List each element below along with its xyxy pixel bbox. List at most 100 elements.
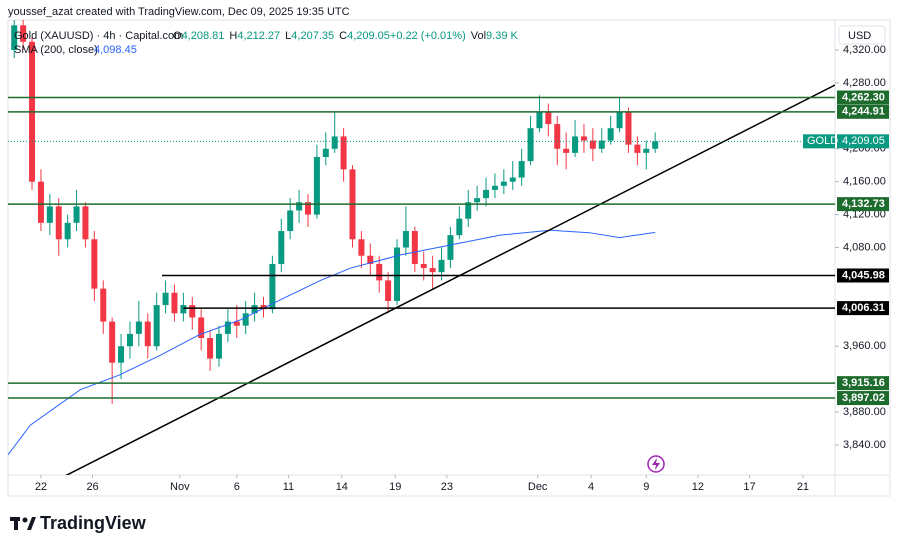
candle-body	[260, 305, 267, 310]
candle-body	[394, 247, 401, 301]
candle-body	[73, 206, 80, 223]
candle-body	[304, 202, 311, 215]
sma-value: 4,098.45	[94, 44, 137, 56]
x-tick-label: 21	[797, 481, 809, 493]
currency-box[interactable]	[838, 25, 886, 45]
symbol-box	[803, 134, 835, 149]
x-tick-label: 14	[336, 481, 348, 493]
candle-body	[207, 338, 214, 359]
legend-symbol: Gold (XAUUSD) · 4h · Capital.com	[14, 30, 183, 42]
x-tick-label: 23	[441, 481, 453, 493]
y-tick-label: 4,320.00	[843, 44, 886, 56]
trend-line	[65, 84, 835, 475]
level-label-box	[837, 376, 889, 391]
y-tick-label: 4,120.00	[843, 208, 886, 220]
candle-body	[447, 235, 454, 260]
candle-body	[367, 255, 374, 264]
y-tick-label: 3,880.00	[843, 406, 886, 418]
x-tick-label: 9	[643, 481, 649, 493]
x-tick-label: Dec	[528, 481, 548, 493]
y-tick-label: 3,960.00	[843, 340, 886, 352]
x-tick-label: 12	[692, 481, 704, 493]
candle-body	[46, 206, 53, 223]
candle-body	[91, 239, 98, 289]
y-tick-label: 4,280.00	[843, 77, 886, 89]
x-tick-label: 11	[283, 481, 294, 493]
logo-mark	[10, 517, 36, 530]
quote-value: 9.39 K	[486, 30, 518, 42]
quote-value: +0.22 (+0.01%)	[390, 30, 466, 42]
x-tick-label: 19	[389, 481, 401, 493]
candle-body	[634, 144, 641, 153]
candle-body	[643, 148, 650, 153]
candle-body	[242, 313, 249, 326]
x-tick-label: 22	[35, 481, 47, 493]
candle-body	[474, 198, 481, 203]
level-label: 4,045.98	[842, 269, 885, 281]
sma-name: SMA (200, close)	[14, 44, 98, 56]
last-price-box	[837, 134, 889, 149]
quote-value: 4,208.81	[182, 30, 225, 42]
candle-body	[135, 321, 142, 334]
quote-value: 4,207.35	[291, 30, 334, 42]
brand-icon	[647, 455, 665, 473]
level-label: 4,132.73	[842, 198, 885, 210]
candle-body	[37, 181, 44, 223]
level-label-box	[837, 268, 889, 283]
plot-area	[8, 20, 835, 475]
candle-body	[483, 189, 490, 199]
quote-key: O	[173, 30, 182, 42]
level-label: 4,006.31	[842, 302, 885, 314]
candle-body	[554, 124, 561, 149]
candle-body	[189, 305, 196, 318]
symbol-label: GOLD	[807, 135, 838, 147]
chart-frame	[7, 19, 891, 497]
candle-body	[278, 231, 285, 264]
candle-body	[322, 148, 329, 157]
x-tick-label: 6	[234, 481, 240, 493]
level-label: 4,262.30	[842, 91, 885, 103]
legend-quote: O4,208.81 H4,212.27 L4,207.35 C4,209.05+0.2…	[173, 30, 519, 42]
level-label-box	[837, 90, 889, 105]
x-tick-label: 26	[86, 481, 98, 493]
x-tick-label: Nov	[170, 481, 190, 493]
candle-body	[491, 185, 498, 190]
candle-body	[224, 321, 231, 334]
y-tick-label: 4,160.00	[843, 176, 886, 188]
candle-body	[563, 148, 570, 153]
candle-body	[296, 202, 303, 211]
candle-body	[402, 231, 409, 248]
candle-body	[251, 305, 258, 314]
quote-key: H	[229, 30, 237, 42]
candle-body	[118, 346, 125, 363]
candle-body	[82, 206, 89, 240]
level-label-box	[837, 391, 889, 406]
currency[interactable]: USD	[848, 30, 871, 42]
candle-body	[545, 111, 552, 125]
candle-body	[64, 222, 71, 240]
y-tick-label: 4,080.00	[843, 241, 886, 253]
candle-body	[358, 239, 365, 256]
candle-body	[652, 141, 659, 149]
level-label-box	[837, 197, 889, 212]
candle-body	[607, 128, 614, 141]
candle-body	[126, 333, 133, 347]
brand: TradingView	[40, 513, 147, 533]
candle-body	[625, 111, 632, 145]
candle-body	[109, 321, 116, 363]
last-price-label: 4,209.05	[842, 135, 885, 147]
level-label: 3,897.02	[842, 392, 885, 404]
candle-body	[198, 317, 205, 339]
candle-body	[100, 288, 107, 322]
candle-body	[411, 231, 418, 264]
y-tick-label: 3,840.00	[843, 439, 886, 451]
candle-body	[20, 25, 27, 42]
candle-body	[180, 305, 187, 314]
level-label: 4,244.91	[842, 106, 885, 118]
candle-body	[589, 140, 596, 149]
candle-body	[527, 128, 534, 162]
axes: 4,320.004,280.004,200.004,160.004,120.00…	[35, 44, 889, 493]
quote-value: 4,212.27	[237, 30, 280, 42]
quote-value: 4,209.05	[347, 30, 390, 42]
candle-body	[465, 202, 472, 219]
